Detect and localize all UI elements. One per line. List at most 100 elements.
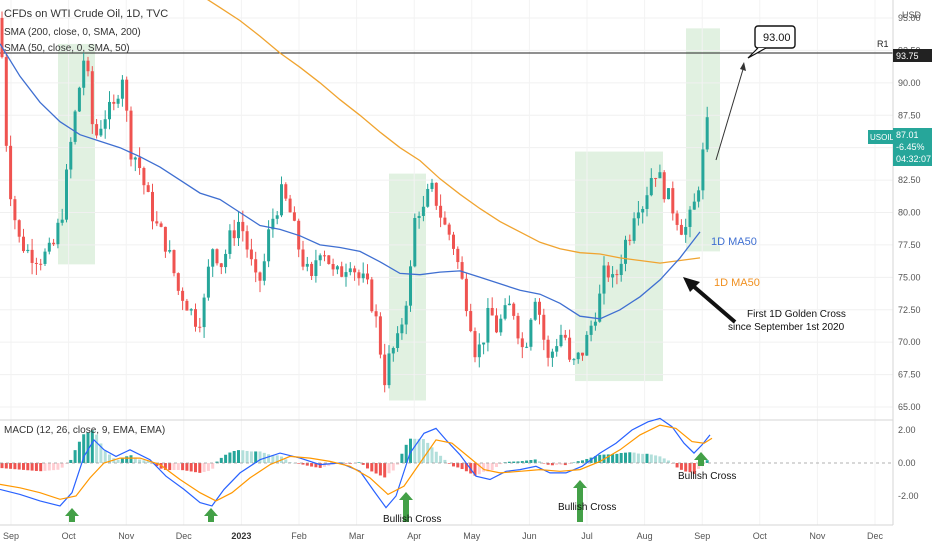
macd-bar bbox=[9, 463, 13, 469]
grid-lines bbox=[0, 0, 893, 525]
price-tick: 75.00 bbox=[898, 272, 921, 282]
macd-bar bbox=[512, 461, 516, 463]
macd-bar bbox=[679, 463, 683, 470]
candle-body bbox=[56, 222, 60, 245]
candle-body bbox=[280, 184, 283, 216]
range-box-2 bbox=[389, 173, 426, 401]
macd-bar bbox=[417, 438, 421, 463]
candle-body bbox=[323, 255, 326, 257]
candle-body bbox=[538, 301, 541, 315]
macd-bar bbox=[22, 463, 25, 470]
candle-body bbox=[701, 149, 705, 191]
candle-body bbox=[99, 128, 103, 136]
candle-body bbox=[671, 188, 675, 214]
macd-bar bbox=[667, 460, 670, 463]
candle-body bbox=[585, 334, 589, 356]
macd-bar bbox=[576, 461, 580, 463]
candle-body bbox=[116, 98, 120, 104]
macd-bar bbox=[378, 463, 382, 476]
candles bbox=[0, 11, 709, 393]
bullish-cross-arrow bbox=[65, 508, 79, 522]
candle-body bbox=[593, 321, 597, 326]
candle-body bbox=[262, 261, 266, 281]
macd-bar bbox=[224, 454, 228, 463]
macd-bar bbox=[95, 434, 99, 463]
candle-body bbox=[499, 318, 503, 333]
target-arrow-head bbox=[740, 62, 746, 71]
macd-bar bbox=[542, 463, 546, 464]
candle-body bbox=[658, 172, 662, 179]
candle-body bbox=[452, 234, 455, 249]
macd-bar bbox=[585, 458, 589, 463]
candle-body bbox=[598, 293, 602, 322]
macd-bar bbox=[258, 451, 262, 463]
macd-bar bbox=[90, 430, 94, 463]
macd-tick: 2.00 bbox=[898, 425, 916, 435]
symbol-tag bbox=[868, 130, 893, 144]
candle-body bbox=[65, 169, 68, 220]
candle-body bbox=[482, 342, 486, 345]
candle-body bbox=[636, 212, 640, 219]
macd-bar bbox=[383, 463, 387, 478]
candle-body bbox=[662, 172, 666, 200]
macd-bar bbox=[163, 463, 167, 470]
macd-bar bbox=[301, 463, 305, 465]
candle-body bbox=[512, 303, 516, 316]
candle-body bbox=[469, 311, 473, 332]
macd-bar bbox=[572, 462, 576, 464]
candle-body bbox=[555, 346, 559, 352]
candle-body bbox=[486, 307, 490, 343]
candle-body bbox=[400, 324, 404, 334]
candle-body bbox=[249, 249, 253, 260]
candle-body bbox=[335, 266, 339, 270]
price-tick: 95.00 bbox=[898, 13, 921, 23]
macd-bar bbox=[275, 455, 279, 463]
currency-label: USD bbox=[902, 10, 922, 20]
candle-body bbox=[77, 87, 81, 112]
macd-bar bbox=[168, 463, 172, 471]
candle-body bbox=[383, 354, 387, 386]
macd-bar bbox=[4, 463, 8, 469]
macd-bar bbox=[675, 463, 679, 468]
candle-body bbox=[254, 259, 258, 273]
legend-sma50[interactable]: SMA (50, close, 0, SMA, 50) bbox=[4, 43, 130, 54]
macd-bar bbox=[254, 451, 258, 463]
price-change: -6.45% bbox=[896, 142, 925, 152]
candle-body bbox=[572, 359, 576, 361]
macd-bar bbox=[482, 463, 486, 472]
candle-body bbox=[90, 71, 94, 125]
macd-bar bbox=[202, 463, 206, 472]
candle-body bbox=[86, 60, 90, 72]
macd-bar bbox=[434, 451, 438, 463]
candle-body bbox=[219, 263, 223, 268]
macd-bar bbox=[267, 454, 271, 463]
candle-body bbox=[215, 249, 219, 264]
macd-bar bbox=[460, 463, 464, 470]
candle-body bbox=[181, 290, 185, 301]
macd-bar bbox=[516, 461, 520, 463]
candle-body bbox=[667, 188, 670, 200]
macd-bar bbox=[692, 463, 696, 474]
candle-body bbox=[611, 274, 615, 278]
macd-bar bbox=[366, 463, 369, 469]
candle-body bbox=[563, 334, 567, 338]
candle-body bbox=[163, 226, 167, 252]
candle-body bbox=[211, 249, 215, 267]
candle-body bbox=[387, 353, 391, 386]
candle-body bbox=[550, 351, 554, 358]
macd-bar bbox=[26, 463, 30, 471]
candle-body bbox=[284, 184, 288, 199]
legend-macd[interactable]: MACD (12, 26, close, 9, EMA, EMA) bbox=[4, 425, 165, 436]
candle-body bbox=[0, 18, 4, 58]
legend-sma200[interactable]: SMA (200, close, 0, SMA, 200) bbox=[4, 27, 141, 38]
price-axis[interactable] bbox=[893, 0, 932, 550]
golden-cross-text-2: since September 1st 2020 bbox=[728, 322, 845, 333]
candle-body bbox=[705, 117, 709, 150]
bullish-cross-label-1: Bullish Cross bbox=[383, 514, 441, 525]
candle-body bbox=[679, 224, 683, 235]
time-tick: Dec bbox=[176, 531, 193, 541]
candle-body bbox=[237, 221, 240, 239]
macd-bar bbox=[387, 463, 391, 474]
target-box bbox=[754, 25, 796, 49]
